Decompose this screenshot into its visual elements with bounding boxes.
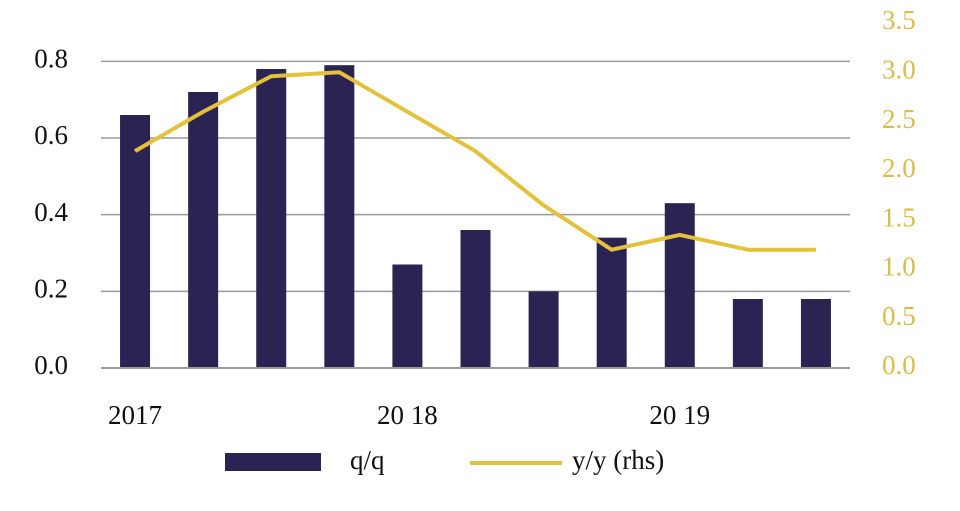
line	[134, 70, 816, 252]
y-tick-label: 0.8	[34, 44, 68, 74]
y2-tick-label: 3.0	[882, 54, 916, 84]
y2-tick-label: 1.5	[882, 202, 916, 232]
y2-tick-label: 3.5	[882, 5, 916, 35]
y2-tick-label: 1.0	[882, 252, 916, 282]
bar	[596, 237, 627, 368]
bar	[188, 92, 219, 368]
legend-label: y/y (rhs)	[572, 445, 664, 475]
y-tick-label: 0.0	[34, 350, 68, 380]
y-tick-label: 0.2	[34, 274, 68, 304]
bar	[120, 115, 151, 368]
bar	[324, 65, 355, 369]
bar	[732, 299, 763, 368]
y2-tick-label: 0.5	[882, 301, 916, 331]
bar	[460, 230, 491, 368]
legend-label: q/q	[350, 445, 385, 475]
y-tick-label: 0.6	[34, 120, 68, 150]
y-tick-label: 0.4	[34, 197, 68, 227]
y2-tick-label: 0.0	[882, 350, 916, 380]
bar	[256, 69, 287, 368]
bar	[800, 299, 831, 368]
bar	[392, 264, 423, 368]
bar	[664, 203, 695, 368]
y2-tick-label: 2.5	[882, 104, 916, 134]
y2-tick-label: 2.0	[882, 153, 916, 183]
x-tick-label: 20 19	[649, 400, 710, 430]
x-tick-label: 2017	[108, 400, 162, 430]
legend-swatch	[225, 453, 321, 471]
x-tick-label: 20 18	[377, 400, 438, 430]
bar	[528, 291, 559, 368]
